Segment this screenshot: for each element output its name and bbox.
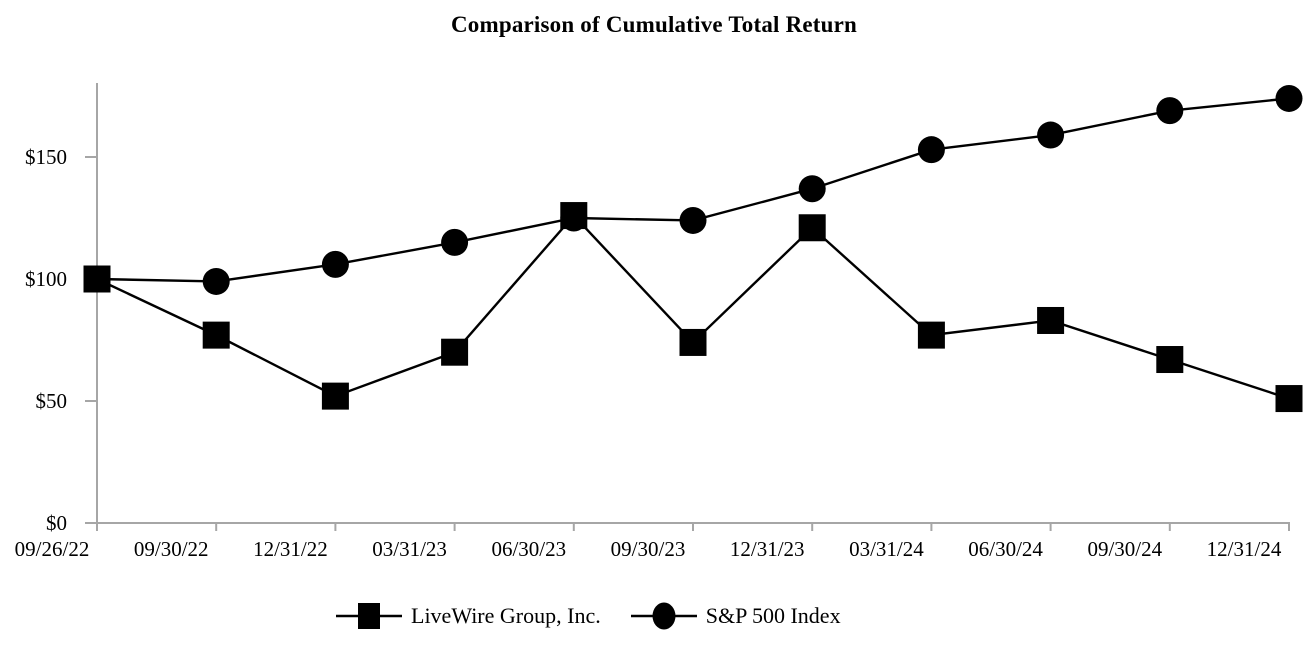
x-tick-label: 12/31/23 [730, 537, 805, 561]
x-tick-label: 03/31/23 [372, 537, 447, 561]
data-point-square [83, 265, 111, 293]
data-point-circle [441, 228, 469, 256]
data-point-square [202, 321, 230, 349]
data-point-square [1275, 385, 1303, 413]
x-tick-label: 03/31/24 [849, 537, 924, 561]
data-point-circle [321, 250, 349, 278]
x-tick-label: 09/30/24 [1087, 537, 1162, 561]
x-tick-label: 12/31/22 [253, 537, 328, 561]
data-point-square [798, 214, 826, 242]
legend-label-sp500: S&P 500 Index [705, 603, 841, 628]
data-point-square [1156, 346, 1184, 374]
chart-legend: LiveWire Group, Inc. S&P 500 Index [336, 601, 841, 631]
data-point-square [321, 382, 349, 410]
x-tick-label: 06/30/23 [491, 537, 566, 561]
x-tick-label: 09/30/22 [134, 537, 209, 561]
data-point-circle [917, 136, 945, 164]
square-marker-icon [336, 603, 402, 629]
data-point-square [917, 321, 945, 349]
x-tick-label: 06/30/24 [968, 537, 1043, 561]
y-tick-label: $100 [25, 267, 67, 291]
y-tick-label: $0 [46, 511, 67, 535]
series-line-square [96, 213, 1290, 400]
data-point-square [441, 338, 469, 366]
circle-marker-icon [630, 602, 697, 630]
y-tick-label: $50 [36, 389, 68, 413]
data-point-square [560, 202, 588, 230]
y-tick-label: $150 [25, 145, 67, 169]
x-tick-label: 09/30/23 [611, 537, 686, 561]
data-point-circle [798, 175, 826, 203]
data-point-circle [1156, 97, 1184, 125]
series-line-circle [96, 97, 1290, 283]
chart-title: Comparison of Cumulative Total Return [450, 12, 858, 37]
data-point-circle [202, 267, 230, 295]
legend-item-sp500: S&P 500 Index [630, 601, 841, 631]
legend-item-livewire: LiveWire Group, Inc. [336, 601, 601, 631]
x-tick-label: 12/31/24 [1207, 537, 1282, 561]
data-point-circle [1037, 121, 1065, 149]
x-tick-label: 09/26/22 [15, 537, 90, 561]
data-point-square [679, 328, 707, 356]
data-point-circle [679, 206, 707, 234]
data-point-circle [1275, 84, 1303, 112]
data-point-square [1037, 306, 1065, 334]
legend-label-livewire: LiveWire Group, Inc. [411, 603, 601, 628]
